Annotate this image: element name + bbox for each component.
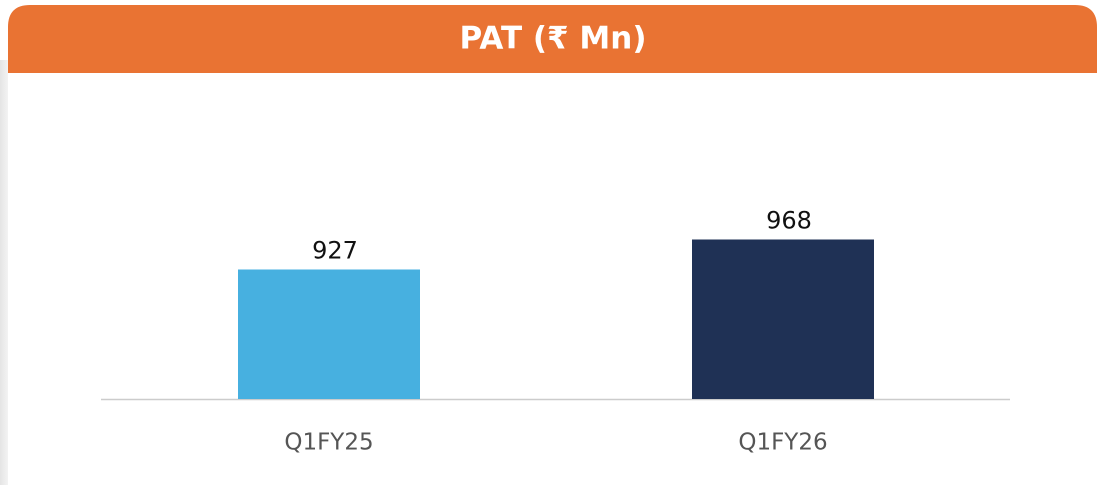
chart-title: PAT (₹ Mn) [459, 21, 646, 57]
x-tick-label: Q1FY26 [738, 430, 827, 456]
card [8, 70, 1097, 485]
bar [238, 269, 420, 399]
bar [692, 239, 874, 399]
value-label: 927 [312, 236, 358, 264]
value-label: 968 [766, 206, 812, 234]
header-band [8, 5, 1097, 73]
x-tick-label: Q1FY25 [284, 430, 373, 456]
